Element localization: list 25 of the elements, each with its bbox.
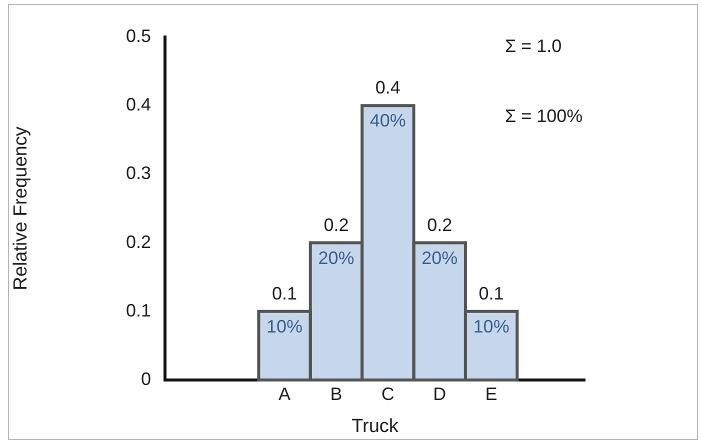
y-tick-label: 0.1 [126,300,151,320]
annotation: 10% [266,316,303,336]
data-label: 0.2 [427,214,452,235]
annotation: 40% [370,110,406,131]
y-tick-label: 0.5 [126,26,151,46]
y-tick-label: 0.4 [126,94,151,115]
annotation: Σ = 100% [505,106,583,126]
annotation: Σ = 1.0 [505,36,562,56]
y-tick-label: 0.3 [126,163,151,184]
x-tick-label: B [330,384,342,404]
data-label: 0.1 [272,283,298,304]
x-tick-label: E [485,384,498,404]
x-tick-label: C [381,384,394,404]
y-tick-label: 0 [140,368,151,389]
data-label: 0.2 [324,214,349,235]
y-tick-label: 0.2 [126,232,151,252]
x-axis-title: Truck [352,416,399,437]
x-tick-label: A [278,384,291,404]
x-tick-label: D [433,384,446,404]
data-label: 0.4 [375,78,400,98]
annotation: 10% [473,316,510,336]
annotation: 20% [318,248,354,268]
y-axis-title: Relative Frequency [10,126,32,290]
annotation: 20% [422,248,458,268]
data-label: 0.1 [478,283,504,304]
